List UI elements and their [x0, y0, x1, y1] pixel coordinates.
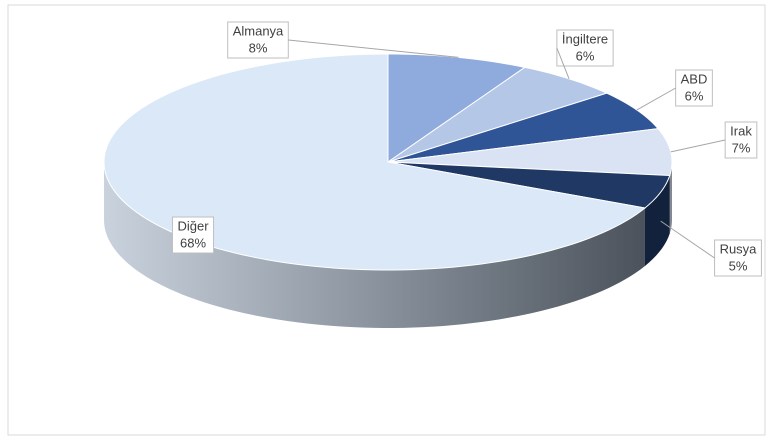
- pie-slice: [387, 92, 660, 163]
- label-name: İngiltere: [562, 31, 608, 46]
- label-value: 6%: [685, 88, 704, 103]
- data-label: İngiltere 6%: [556, 29, 614, 79]
- data-label: ABD 6%: [636, 69, 713, 111]
- pie-side: [104, 162, 645, 328]
- pie-side: [669, 162, 672, 234]
- label-box: [171, 216, 215, 254]
- leader-line: [556, 47, 570, 79]
- data-label: Diğer 68%: [171, 216, 215, 254]
- label-name: ABD: [681, 71, 708, 86]
- label-value: 5%: [729, 258, 748, 273]
- leader-line: [660, 220, 715, 259]
- label-box: [714, 239, 762, 277]
- data-label: Irak 7%: [670, 121, 758, 159]
- label-value: 7%: [732, 140, 751, 155]
- pie-side: [644, 175, 670, 266]
- pie-slice: [387, 66, 609, 163]
- label-box: [556, 29, 614, 67]
- label-value: 8%: [249, 40, 268, 55]
- label-value: 6%: [576, 48, 595, 63]
- leader-line: [288, 39, 459, 58]
- label-name: Irak: [730, 123, 752, 138]
- leader-line: [636, 87, 676, 111]
- data-label: Almanya 8%: [227, 21, 459, 59]
- leader-line: [670, 139, 726, 153]
- label-name: Diğer: [177, 218, 209, 233]
- label-name: Rusya: [720, 241, 758, 256]
- pie-slice: [387, 128, 673, 177]
- pie-slice: [103, 53, 647, 271]
- label-value: 68%: [180, 235, 206, 250]
- pie-slice: [387, 161, 671, 209]
- label-box: [675, 69, 713, 107]
- data-label: Rusya 5%: [660, 220, 762, 277]
- label-name: Almanya: [233, 23, 284, 38]
